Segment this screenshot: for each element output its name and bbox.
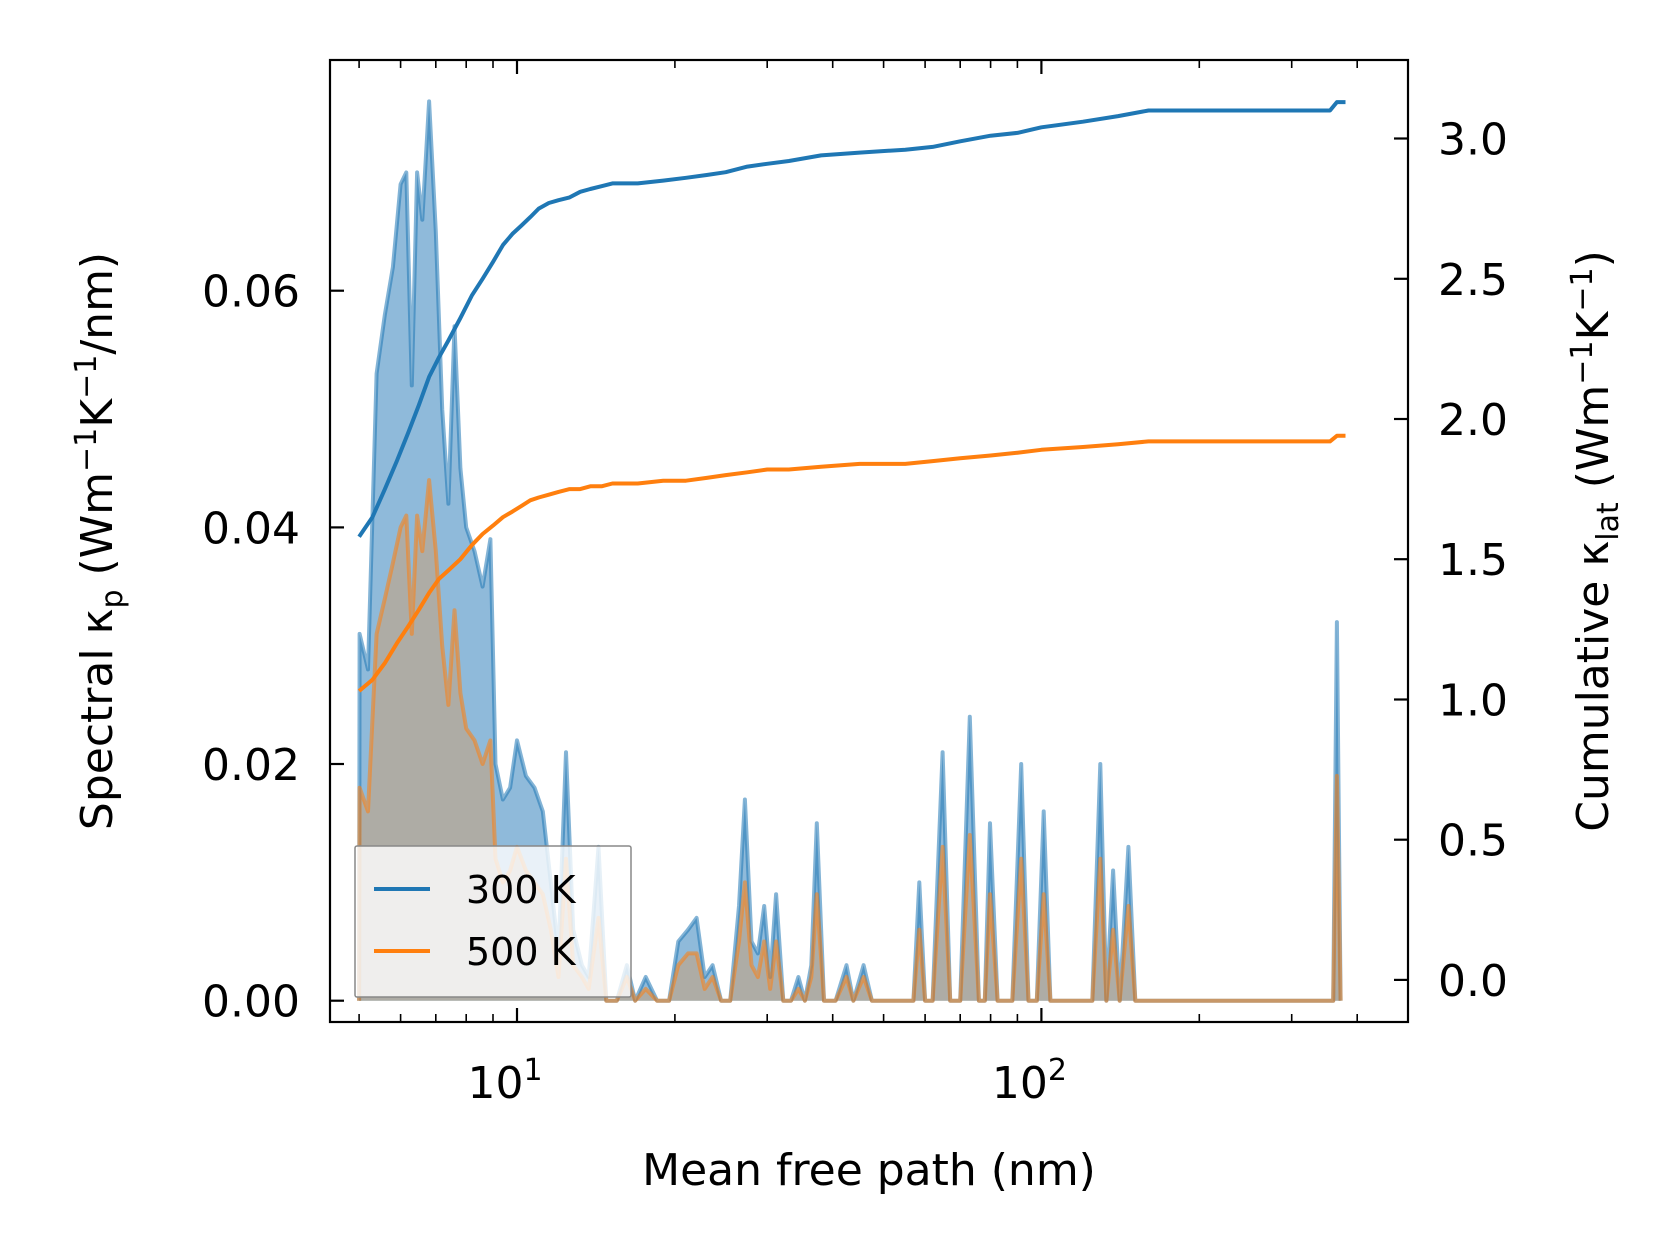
spectral-line-500k [357, 478, 1343, 1003]
cumulative-lines [357, 100, 1346, 693]
x-axis-title: Mean free path (nm) [642, 1145, 1096, 1196]
right-y-tick-label: 1.0 [1438, 676, 1508, 727]
right-y-title-tail: ) [1568, 250, 1619, 267]
x-tick-label: 102 [992, 1053, 1067, 1109]
right-y-tick-label: 3.0 [1438, 115, 1508, 166]
right-y-title-units: (Wm [1568, 385, 1619, 503]
left-y-tick-label: 0.00 [202, 977, 300, 1028]
left-y-ticks: 0.00 0.02 0.04 0.06 [202, 267, 344, 1028]
right-y-tick-label: 0.5 [1438, 816, 1508, 867]
right-y-axis-title: Cumulative κlat (Wm−1K−1) [1565, 250, 1626, 832]
legend-label-500k: 500 K [466, 930, 577, 974]
right-y-tick-label: 0.0 [1438, 956, 1508, 1007]
right-y-title-exp1: −1 [1565, 340, 1600, 384]
left-y-tick-label: 0.06 [202, 267, 300, 318]
left-y-title-tail: /nm) [72, 252, 123, 355]
right-y-tick-label: 2.0 [1438, 395, 1508, 446]
legend-label-300k: 300 K [466, 868, 577, 912]
left-y-title-exp2: −1 [69, 355, 104, 399]
left-y-tick-label: 0.04 [202, 503, 300, 554]
plot-frame [328, 58, 1410, 1024]
spectral-lines [357, 99, 1343, 1003]
left-y-title-exp1: −1 [69, 428, 104, 472]
cumulative-line-500k [357, 433, 1346, 693]
left-y-tick-label: 0.02 [202, 740, 300, 791]
x-tick-label: 101 [467, 1053, 542, 1109]
right-y-ticks: 0.0 0.5 1.0 1.5 2.0 2.5 3.0 [1394, 115, 1508, 1007]
right-y-tick-label: 1.5 [1438, 535, 1508, 586]
left-y-axis-title: Spectral κp (Wm−1K−1/nm) [69, 252, 130, 830]
left-y-title-k: K [72, 398, 123, 428]
legend: 300 K 500 K [354, 845, 632, 998]
right-y-title-sub: lat [1591, 502, 1626, 541]
x-ticks: 101 102 [358, 60, 1409, 1109]
right-y-title-exp2: −1 [1565, 267, 1600, 311]
left-y-title-main: Spectral κ [72, 609, 123, 831]
left-y-title-units: (Wm [72, 472, 123, 590]
left-y-title-sub: p [95, 589, 130, 608]
right-y-title-main: Cumulative κ [1568, 541, 1619, 832]
right-y-tick-label: 2.5 [1438, 255, 1508, 306]
right-y-title-k: K [1568, 310, 1619, 340]
cumulative-line-300k [357, 100, 1346, 538]
legend-box [354, 845, 632, 998]
